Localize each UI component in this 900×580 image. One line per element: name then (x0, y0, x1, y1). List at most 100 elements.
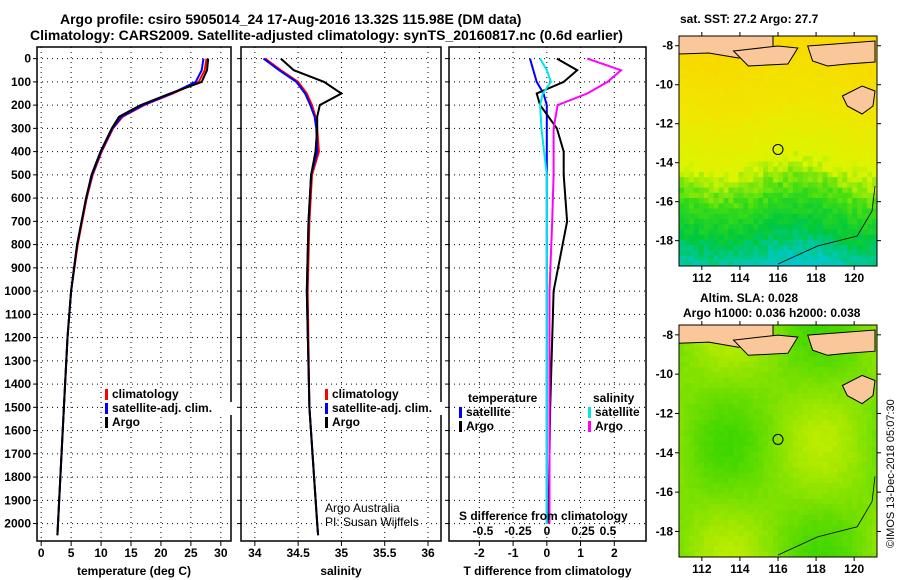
map-cell (792, 260, 799, 267)
land-mass (732, 334, 799, 356)
map-cell (683, 435, 690, 442)
map-y-tick-label: -16 (656, 485, 674, 499)
map-cell (748, 177, 754, 183)
map-cell (708, 430, 715, 437)
map-cell (753, 161, 759, 168)
map-cell (758, 198, 764, 204)
map-cell (787, 393, 794, 400)
map-cell (827, 145, 833, 152)
map-cell (787, 367, 794, 373)
map-cell (703, 161, 710, 168)
map-cell (822, 551, 828, 558)
y-tick-label: 1500 (4, 400, 31, 414)
map-cell (782, 377, 789, 384)
map-cell (867, 446, 873, 453)
map-cell (743, 383, 749, 389)
map-cell (832, 514, 838, 521)
map-cell (708, 83, 715, 89)
map-cell (718, 156, 725, 162)
map-cell (708, 372, 715, 379)
map-cell (703, 187, 710, 194)
map-x-tick-label: 112 (692, 271, 712, 285)
map-x-tick-label: 118 (806, 271, 826, 285)
map-cell (728, 546, 734, 553)
map-cell (778, 361, 784, 368)
map-cell (778, 483, 784, 489)
map-cell (703, 509, 710, 516)
map-cell (872, 171, 878, 178)
map-cell (802, 435, 809, 442)
map-cell (753, 234, 759, 241)
y-tick-label: 600 (11, 191, 31, 205)
map-cell (768, 356, 774, 363)
map-cell (847, 224, 853, 230)
map-cell (797, 504, 804, 511)
map-cell (738, 192, 744, 199)
map-cell (713, 546, 720, 553)
map-cell (683, 514, 690, 521)
map-cell (792, 135, 799, 142)
map-cell (857, 430, 863, 437)
map-cell (773, 525, 779, 532)
map-cell (763, 177, 769, 183)
map-cell (792, 229, 799, 236)
map-cell (867, 198, 873, 204)
map-cell (679, 525, 685, 532)
map-cell (728, 388, 734, 395)
map-cell (827, 234, 833, 241)
map-cell (787, 93, 794, 100)
map-cell (763, 456, 769, 463)
map-cell (728, 488, 734, 495)
map-cell (763, 451, 769, 458)
map-cell (683, 499, 690, 505)
map-cell (792, 535, 799, 542)
map-cell (827, 166, 833, 173)
map-cell (758, 245, 764, 251)
map-cell (812, 493, 819, 500)
land-mass (807, 40, 876, 67)
map-cell (773, 330, 779, 337)
map-cell (802, 456, 809, 463)
map-cell (728, 145, 734, 152)
map-cell (708, 171, 715, 178)
map-cell (748, 367, 754, 373)
legend-title-salinity: salinity (593, 391, 635, 405)
map-cell (827, 88, 833, 94)
map-cell (812, 250, 819, 257)
map-cell (797, 239, 804, 246)
map-cell (822, 151, 828, 157)
map-cell (708, 109, 715, 115)
map-cell (738, 477, 744, 484)
map-cell (723, 239, 729, 246)
map-cell (837, 398, 843, 405)
map-cell (748, 398, 754, 405)
map-cell (857, 509, 863, 516)
map-cell (832, 409, 838, 416)
map-cell (758, 192, 764, 199)
map-cell (693, 477, 700, 484)
map-cell (787, 135, 794, 142)
map-cell (832, 377, 838, 384)
map-cell (698, 213, 705, 220)
map-cell (837, 250, 843, 257)
map-cell (768, 198, 774, 204)
legend-bg (111, 402, 251, 415)
map-cell (847, 135, 853, 142)
map-cell (773, 224, 779, 230)
map-cell (688, 239, 695, 246)
map-cell (698, 419, 705, 426)
map-cell (723, 488, 729, 495)
map-cell (872, 130, 878, 136)
map-cell (867, 130, 873, 136)
map-cell (792, 446, 799, 453)
map-cell (723, 119, 729, 126)
map-cell (857, 151, 863, 157)
map-cell (768, 67, 774, 74)
map-cell (867, 477, 873, 484)
map-cell (812, 398, 819, 405)
map-cell (862, 367, 868, 373)
map-cell (782, 255, 789, 262)
map-cell (713, 130, 720, 136)
map-cell (768, 88, 774, 94)
map-cell (688, 393, 695, 400)
